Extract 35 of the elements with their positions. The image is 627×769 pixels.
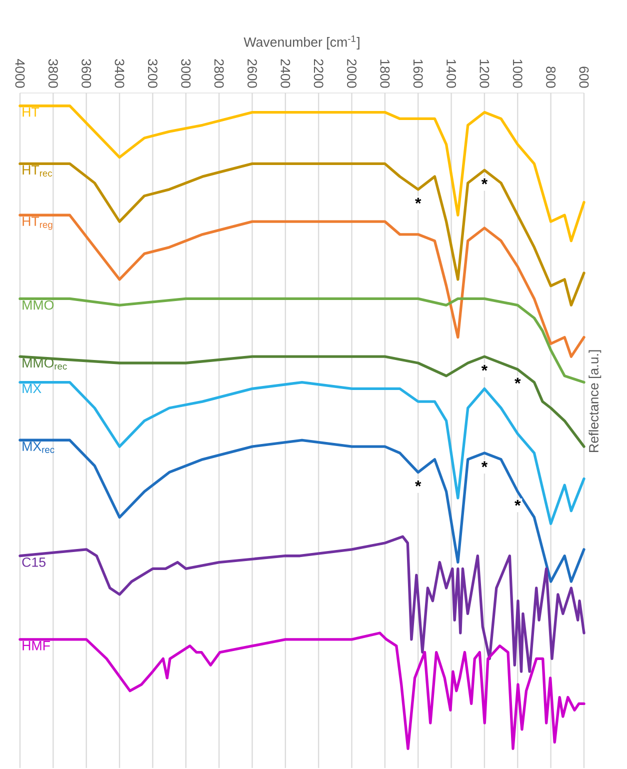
series-label: HT (22, 107, 40, 117)
x-tick-label: 2000 (347, 59, 356, 88)
annotation: * (481, 178, 488, 184)
x-tick-label: 2800 (214, 59, 224, 88)
series-label: HT$_{reg}$ (22, 216, 52, 230)
y-axis-title: Reflectance [a.u.] (588, 350, 602, 452)
x-tick-label: 2200 (314, 59, 324, 88)
x-tick-label: 2600 (248, 59, 257, 88)
x-tick-label: 3600 (82, 59, 92, 88)
x-tick-label: 1600 (413, 60, 423, 88)
x-tick-label: 3800 (48, 59, 58, 88)
x-tick-label: 2400 (280, 59, 290, 88)
series-label: MMO (22, 300, 54, 310)
x-axis-title: Wavenumber [cm$^{-1}$] (244, 35, 360, 50)
x-tick-label: 3200 (148, 59, 158, 88)
x-tick-label: 800 (546, 66, 556, 88)
x-tick-label: 1800 (380, 60, 390, 88)
x-tick-label: 3400 (114, 59, 124, 88)
x-tick-label: 1000 (512, 60, 522, 88)
series-label: MX$_{rec}$ (22, 442, 54, 453)
annotation: * (481, 461, 488, 468)
annotation: * (415, 480, 422, 486)
annotation: * (481, 364, 488, 371)
x-tick-label: 4000 (15, 58, 25, 88)
x-tick-label: 600 (579, 66, 589, 88)
x-tick-label: 1400 (446, 60, 456, 88)
series-label: HMF (22, 641, 50, 650)
series-label: C15 (22, 557, 46, 567)
annotation: * (514, 500, 521, 506)
x-tick-label: 3000 (181, 59, 191, 88)
series-label: HT$_{rec}$ (22, 165, 52, 177)
x-tick-label: 1200 (480, 60, 490, 88)
annotation: * (514, 378, 521, 384)
series-label: MX (22, 384, 42, 394)
annotation: * (415, 198, 422, 204)
